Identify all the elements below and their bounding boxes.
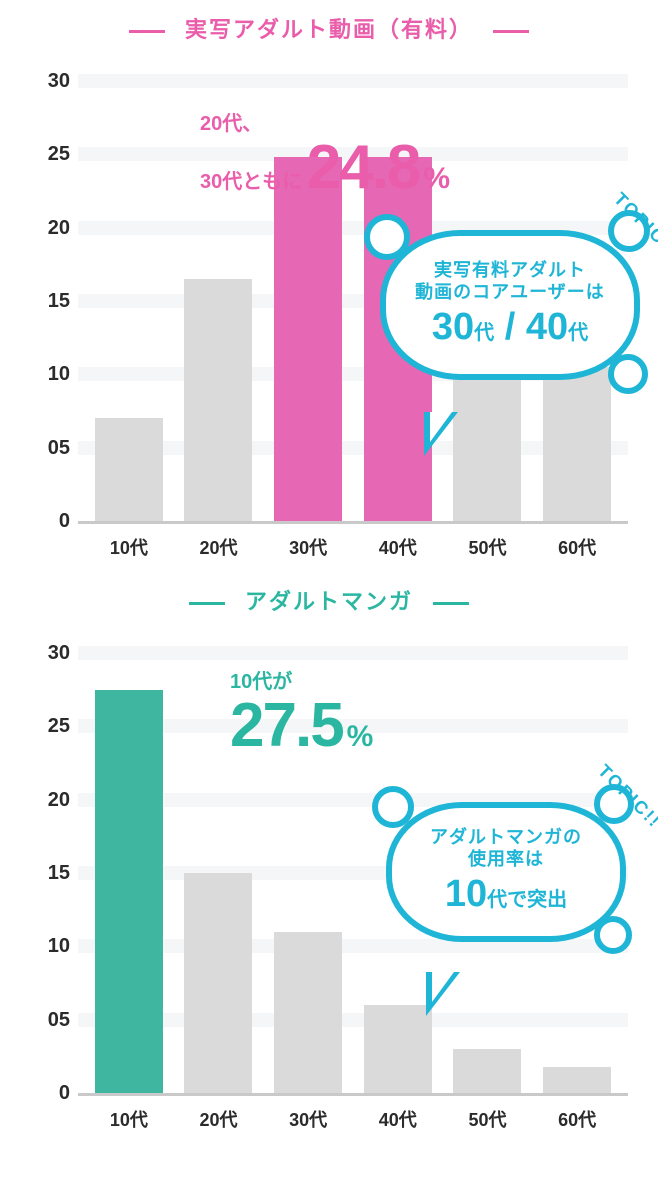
y-tick-label: 10 bbox=[20, 936, 70, 956]
y-tick-label: 30 bbox=[20, 643, 70, 663]
x-tick-label: 30代 bbox=[274, 534, 342, 560]
bar bbox=[453, 1049, 521, 1093]
bar bbox=[184, 873, 252, 1093]
bar bbox=[543, 367, 611, 521]
chart1-title-text: 実写アダルト動画（有料） bbox=[185, 17, 473, 42]
chart1-callout-line1: 20代、 bbox=[200, 114, 450, 135]
title-dash-right bbox=[433, 602, 469, 605]
chart1-x-labels: 10代 20代 30代 40代 50代 60代 bbox=[78, 524, 628, 560]
y-tick-label: 05 bbox=[20, 438, 70, 458]
x-tick-label: 50代 bbox=[453, 534, 521, 560]
chart1-bubble-suffix-b: 代 bbox=[568, 322, 588, 344]
bar bbox=[95, 418, 163, 521]
chart1-bubble-suffix-a: 代 bbox=[474, 322, 494, 344]
chart2-x-labels: 10代 20代 30代 40代 50代 60代 bbox=[78, 1096, 628, 1132]
bar bbox=[543, 1067, 611, 1093]
chart1-callout: 20代、 30代ともに 24.8% bbox=[200, 114, 450, 200]
chart-live-action-paid: 実写アダルト動画（有料） 0051015202530 10代20代30代40代5… bbox=[0, 0, 658, 560]
bar bbox=[364, 1005, 432, 1093]
y-tick-label: 05 bbox=[20, 1010, 70, 1030]
chart1-title: 実写アダルト動画（有料） bbox=[0, 0, 658, 54]
bar bbox=[184, 279, 252, 521]
bar bbox=[274, 157, 342, 521]
chart2-bubble-big-a: 10 bbox=[445, 873, 487, 915]
bar bbox=[95, 690, 163, 1093]
chart2-bubble-tail-text: で bbox=[507, 889, 527, 911]
chart2-callout-pct: % bbox=[347, 720, 374, 753]
chart2-bubble-wrap: アダルトマンガの 使用率は 10代で突出 TOPIC!! bbox=[386, 802, 626, 942]
y-tick-label: 30 bbox=[20, 71, 70, 91]
chart1-bubble-line2: 動画のコアユーザーは bbox=[415, 281, 605, 304]
chart2-callout: 10代が 27.5% bbox=[230, 672, 373, 758]
chart2-callout-row: 27.5% bbox=[230, 733, 373, 750]
x-tick-label: 60代 bbox=[543, 1106, 611, 1132]
chart1-y-labels: 0051015202530 bbox=[20, 81, 70, 521]
y-tick-label: 25 bbox=[20, 144, 70, 164]
chart1-callout-pct: % bbox=[423, 162, 450, 195]
title-dash-left bbox=[129, 30, 165, 33]
chart2-y-labels: 0051015202530 bbox=[20, 653, 70, 1093]
chart2-callout-line1: 10代が bbox=[230, 672, 373, 693]
chart1-bubble-sep: / bbox=[494, 306, 526, 348]
title-dash-right bbox=[493, 30, 529, 33]
x-tick-label: 20代 bbox=[184, 1106, 252, 1132]
y-tick-label: 25 bbox=[20, 716, 70, 736]
chart1-bubble-line1: 実写有料アダルト bbox=[434, 259, 586, 282]
y-tick-label: 0 bbox=[20, 1083, 70, 1103]
chart1-plot-wrap: 0051015202530 10代20代30代40代50代60代 20代、 30… bbox=[20, 54, 638, 560]
chart2-bubble-bold-tail: 突出 bbox=[527, 889, 567, 911]
x-tick-label: 20代 bbox=[184, 534, 252, 560]
chart1-callout-line2: 30代ともに bbox=[200, 171, 302, 193]
y-tick-label: 15 bbox=[20, 291, 70, 311]
chart1-callout-big: 24.8 bbox=[307, 133, 420, 202]
chart1-bubble-big-b: 40 bbox=[526, 306, 568, 348]
chart1-callout-row: 30代ともに 24.8% bbox=[200, 175, 450, 192]
chart2-title: アダルトマンガ bbox=[0, 572, 658, 626]
y-tick-label: 20 bbox=[20, 218, 70, 238]
chart1-bubble: 実写有料アダルト 動画のコアユーザーは 30代 / 40代 bbox=[380, 230, 640, 380]
x-tick-label: 40代 bbox=[364, 1106, 432, 1132]
chart2-bubble-line1: アダルトマンガの bbox=[430, 826, 582, 849]
x-tick-label: 10代 bbox=[95, 534, 163, 560]
chart2-plot-wrap: 0051015202530 10代20代30代40代50代60代 10代が 27… bbox=[20, 626, 638, 1132]
chart2-bubble: アダルトマンガの 使用率は 10代で突出 bbox=[386, 802, 626, 942]
chart2-bubble-bigrow: 10代で突出 bbox=[445, 871, 567, 919]
chart1-bubble-big-a: 30 bbox=[432, 306, 474, 348]
y-tick-label: 0 bbox=[20, 511, 70, 531]
title-dash-left bbox=[189, 602, 225, 605]
bar bbox=[274, 932, 342, 1093]
chart2-bubble-line2: 使用率は bbox=[468, 848, 544, 871]
chart1-bubble-wrap: 実写有料アダルト 動画のコアユーザーは 30代 / 40代 TOPIC!! bbox=[380, 230, 640, 380]
chart-adult-manga: アダルトマンガ 0051015202530 10代20代30代40代50代60代… bbox=[0, 572, 658, 1132]
y-tick-label: 15 bbox=[20, 863, 70, 883]
chart2-callout-big: 27.5 bbox=[230, 691, 343, 760]
bar bbox=[453, 367, 521, 521]
x-tick-label: 40代 bbox=[364, 534, 432, 560]
x-tick-label: 10代 bbox=[95, 1106, 163, 1132]
chart2-title-text: アダルトマンガ bbox=[245, 589, 413, 614]
x-tick-label: 60代 bbox=[543, 534, 611, 560]
x-tick-label: 30代 bbox=[274, 1106, 342, 1132]
chart2-bubble-suffix-a: 代 bbox=[487, 889, 507, 911]
chart1-bubble-bigrow: 30代 / 40代 bbox=[432, 304, 588, 352]
x-tick-label: 50代 bbox=[453, 1106, 521, 1132]
y-tick-label: 20 bbox=[20, 790, 70, 810]
y-tick-label: 10 bbox=[20, 364, 70, 384]
